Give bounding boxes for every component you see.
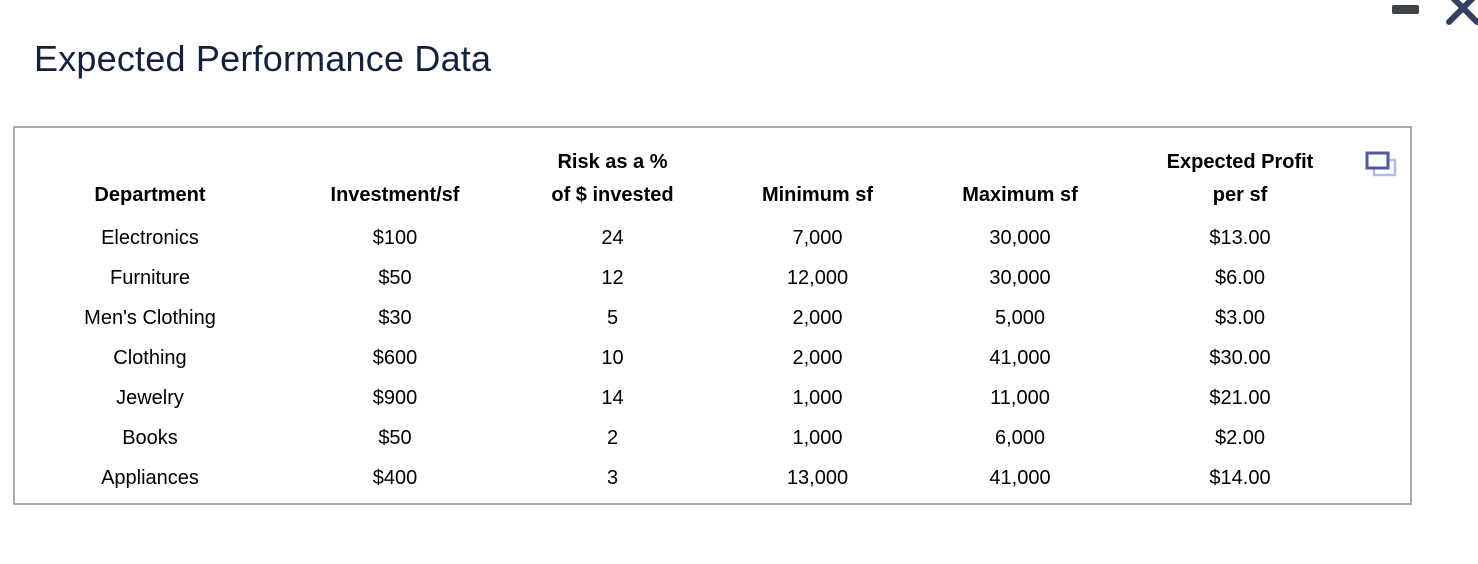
column-header: Expected Profit per sf — [1166, 151, 1314, 206]
minimize-button[interactable] — [1389, 2, 1423, 20]
table-cell: $30 — [378, 306, 412, 329]
page-title: Expected Performance Data — [34, 38, 492, 80]
table-cell: 5 — [606, 306, 619, 329]
table-cell: $50 — [378, 266, 412, 289]
table-row: Appliances $400 3 13,000 41,000 $14.00 — [15, 458, 1355, 498]
table-body: Electronics $100 24 7,000 30,000 $13.00 Furnit… — [15, 218, 1355, 498]
table-cell: $400 — [372, 466, 418, 489]
close-button[interactable] — [1443, 0, 1478, 28]
table-cell: 41,000 — [989, 346, 1051, 369]
table-cell: 1,000 — [792, 386, 843, 409]
table-cell: 3 — [606, 466, 619, 489]
table-row: Jewelry $900 14 1,000 11,000 $21.00 — [15, 378, 1355, 418]
table-cell: 7,000 — [792, 226, 843, 249]
table-header: Department Investment/sf Risk as a % of $ … — [15, 140, 1355, 218]
table-cell: 1,000 — [792, 426, 843, 449]
table-row: Electronics $100 24 7,000 30,000 $13.00 — [15, 218, 1355, 258]
table-cell: $21.00 — [1209, 386, 1271, 409]
table-cell: Furniture — [109, 266, 191, 289]
table-row: Clothing $600 10 2,000 41,000 $30.00 — [15, 338, 1355, 378]
table-row: Books $50 2 1,000 6,000 $2.00 — [15, 418, 1355, 458]
table-cell: $6.00 — [1214, 266, 1266, 289]
table-cell: 14 — [601, 386, 624, 409]
table-cell: $3.00 — [1214, 306, 1266, 329]
table-cell: 5,000 — [994, 306, 1046, 329]
table-cell: 13,000 — [786, 466, 849, 489]
table-cell: $600 — [372, 346, 418, 369]
table-cell: $14.00 — [1209, 466, 1271, 489]
table-cell: Electronics — [101, 226, 199, 249]
table-cell: $900 — [372, 386, 418, 409]
table-row: Men's Clothing $30 5 2,000 5,000 $3.00 — [15, 298, 1355, 338]
copy-button[interactable] — [1364, 148, 1398, 182]
table-cell: Jewelry — [116, 386, 184, 409]
table-cell: 41,000 — [989, 466, 1051, 489]
table-cell: 6,000 — [994, 426, 1046, 449]
column-header: Investment/sf — [330, 184, 460, 206]
table-row: Furniture $50 12 12,000 30,000 $6.00 — [15, 258, 1355, 298]
table-cell: Clothing — [113, 346, 187, 369]
table-cell: 11,000 — [990, 386, 1050, 409]
table-cell: 12 — [601, 266, 624, 289]
table-cell: Appliances — [101, 466, 199, 489]
table-cell: 10 — [601, 346, 624, 369]
table-cell: 2,000 — [792, 346, 843, 369]
table-cell: $30.00 — [1209, 346, 1271, 369]
table-cell: 2,000 — [792, 306, 843, 329]
table-cell: $50 — [378, 426, 412, 449]
performance-table: Department Investment/sf Risk as a % of $ … — [15, 140, 1355, 498]
column-header: Department — [94, 184, 206, 206]
minimize-icon — [1392, 5, 1419, 14]
copy-icon — [1365, 151, 1397, 177]
table-cell: 30,000 — [989, 226, 1051, 249]
table-cell: 30,000 — [989, 266, 1051, 289]
table-cell: 12,000 — [786, 266, 849, 289]
close-icon — [1446, 0, 1478, 25]
column-header: Maximum sf — [962, 184, 1078, 206]
table-cell: 2 — [606, 426, 619, 449]
table-cell: Books — [122, 426, 178, 449]
table-cell: $13.00 — [1209, 226, 1271, 249]
table-cell: $2.00 — [1214, 426, 1266, 449]
data-panel: Department Investment/sf Risk as a % of $ … — [13, 126, 1412, 505]
column-header: Risk as a % of $ invested — [551, 151, 674, 206]
table-cell: Men's Clothing — [84, 306, 216, 329]
table-cell: $100 — [372, 226, 418, 249]
table-cell: 24 — [601, 226, 624, 249]
column-header: Minimum sf — [761, 184, 874, 206]
header-row: Department Investment/sf Risk as a % of $ … — [15, 140, 1355, 218]
